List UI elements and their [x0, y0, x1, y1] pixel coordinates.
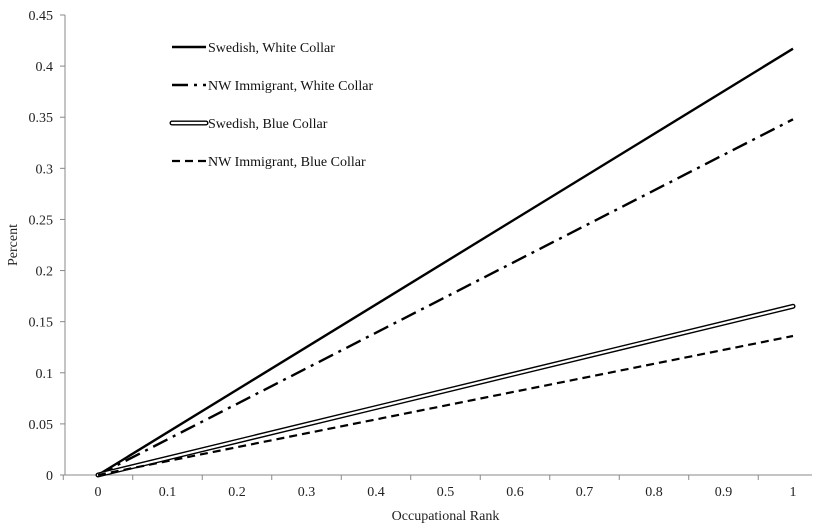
- x-axis-ticks: 0 0.1 0.2 0.3 0.4 0.5 0.6 0.7 0.8 0.9 1: [62, 475, 797, 500]
- y-tick-label: 0.15: [29, 316, 54, 331]
- y-tick-label: 0.25: [29, 213, 54, 228]
- y-tick-label: 0.35: [29, 111, 54, 126]
- x-tick-label: 0.7: [576, 485, 594, 500]
- y-tick-label: 0.2: [36, 265, 54, 280]
- legend-item: NW Immigrant, Blue Collar: [172, 155, 366, 170]
- x-tick-label: 0.9: [715, 485, 733, 500]
- y-tick-label: 0.4: [36, 60, 54, 75]
- x-tick-label: 0.6: [506, 485, 524, 500]
- series-line: [97, 47, 794, 477]
- x-tick-label: 0.3: [298, 485, 316, 500]
- y-tick-label: 0.3: [36, 162, 54, 177]
- y-tick-label: 0.05: [29, 418, 54, 433]
- x-tick-label: 1: [790, 485, 797, 500]
- legend-item: NW Immigrant, White Collar: [172, 79, 373, 94]
- axes: [64, 15, 812, 476]
- x-tick-label: 0.4: [367, 485, 385, 500]
- y-axis-ticks: 0 0.05 0.1 0.15 0.2 0.25 0.3 0.35 0.4 0.45: [29, 9, 65, 484]
- legend-label: NW Immigrant, White Collar: [208, 79, 373, 94]
- x-tick-label: 0: [95, 485, 102, 500]
- x-tick-label: 0.1: [159, 485, 177, 500]
- series-2: [97, 118, 794, 477]
- legend-label: Swedish, Blue Collar: [208, 117, 328, 132]
- legend-item: Swedish, Blue Collar: [169, 117, 328, 132]
- y-tick-label: 0.45: [29, 9, 54, 24]
- y-tick-label: 0: [46, 469, 53, 484]
- x-tick-label: 0.2: [228, 485, 246, 500]
- series-line: [97, 334, 794, 477]
- x-axis-label: Occupational Rank: [392, 509, 500, 524]
- series-line-inner: [96, 305, 795, 477]
- series-3: [95, 303, 796, 478]
- y-tick-label: 0.1: [36, 367, 54, 382]
- series-line: [97, 118, 794, 477]
- series-1: [97, 47, 794, 477]
- y-axis-label: Percent: [6, 224, 21, 266]
- series-4: [97, 334, 794, 477]
- x-tick-label: 0.5: [437, 485, 455, 500]
- x-tick-label: 0.8: [645, 485, 663, 500]
- legend-label: NW Immigrant, Blue Collar: [208, 155, 366, 170]
- series-layer: [95, 47, 796, 478]
- legend-item: Swedish, White Collar: [172, 41, 335, 56]
- legend: Swedish, White Collar NW Immigrant, White…: [169, 41, 373, 170]
- legend-label: Swedish, White Collar: [208, 41, 335, 56]
